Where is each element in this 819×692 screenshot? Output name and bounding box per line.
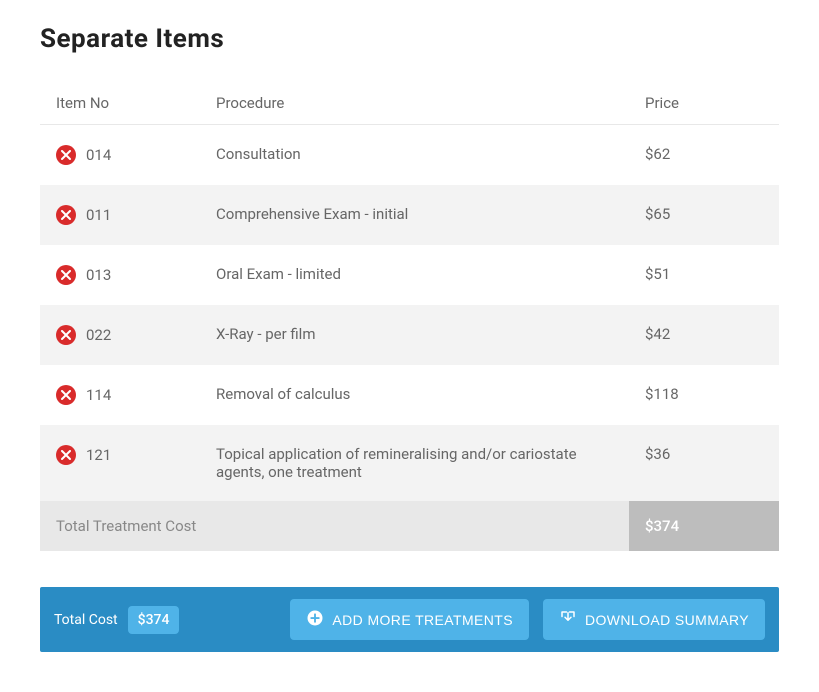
remove-item-button[interactable]	[56, 145, 76, 165]
total-cost-label: Total Cost	[54, 612, 118, 628]
download-summary-button[interactable]: DOWNLOAD SUMMARY	[543, 599, 765, 640]
price-cell: $62	[629, 125, 779, 186]
item-number: 022	[86, 326, 111, 344]
add-more-label: ADD MORE TREATMENTS	[332, 612, 513, 628]
procedure-cell: Comprehensive Exam - initial	[200, 185, 629, 245]
download-label: DOWNLOAD SUMMARY	[585, 612, 749, 628]
remove-item-button[interactable]	[56, 445, 76, 465]
table-row: 011 Comprehensive Exam - initial$65	[40, 185, 779, 245]
price-cell: $36	[629, 425, 779, 501]
item-number: 013	[86, 266, 111, 284]
items-table: Item No Procedure Price 014Consultation$…	[40, 82, 779, 551]
procedure-cell: Oral Exam - limited	[200, 245, 629, 305]
page-title: Separate Items	[40, 24, 779, 54]
price-cell: $65	[629, 185, 779, 245]
procedure-cell: Topical application of remineralising an…	[200, 425, 629, 501]
total-cost-badge: $374	[128, 606, 180, 634]
price-cell: $118	[629, 365, 779, 425]
item-number: 014	[86, 146, 111, 164]
procedure-cell: X-Ray - per film	[200, 305, 629, 365]
plus-circle-icon	[306, 609, 324, 630]
item-number: 011	[86, 206, 111, 224]
footer-bar: Total Cost $374 ADD MORE TREATMENTS DOWN…	[40, 587, 779, 652]
procedure-cell: Removal of calculus	[200, 365, 629, 425]
add-more-treatments-button[interactable]: ADD MORE TREATMENTS	[290, 599, 529, 640]
remove-item-button[interactable]	[56, 325, 76, 345]
total-treatment-value: $374	[629, 501, 779, 551]
col-header-item: Item No	[40, 82, 200, 125]
price-cell: $42	[629, 305, 779, 365]
procedure-cell: Consultation	[200, 125, 629, 186]
table-row: 013 Oral Exam - limited$51	[40, 245, 779, 305]
table-row: 022 X-Ray - per film$42	[40, 305, 779, 365]
table-row: 114 Removal of calculus$118	[40, 365, 779, 425]
item-number: 121	[86, 446, 111, 464]
item-number: 114	[86, 386, 111, 404]
col-header-price: Price	[629, 82, 779, 125]
remove-item-button[interactable]	[56, 265, 76, 285]
col-header-procedure: Procedure	[200, 82, 629, 125]
download-icon	[559, 609, 577, 630]
remove-item-button[interactable]	[56, 385, 76, 405]
remove-item-button[interactable]	[56, 205, 76, 225]
table-row: 121 Topical application of remineralising…	[40, 425, 779, 501]
total-treatment-label: Total Treatment Cost	[40, 501, 629, 551]
total-row: Total Treatment Cost$374	[40, 501, 779, 551]
price-cell: $51	[629, 245, 779, 305]
table-row: 014 Consultation$62	[40, 125, 779, 186]
